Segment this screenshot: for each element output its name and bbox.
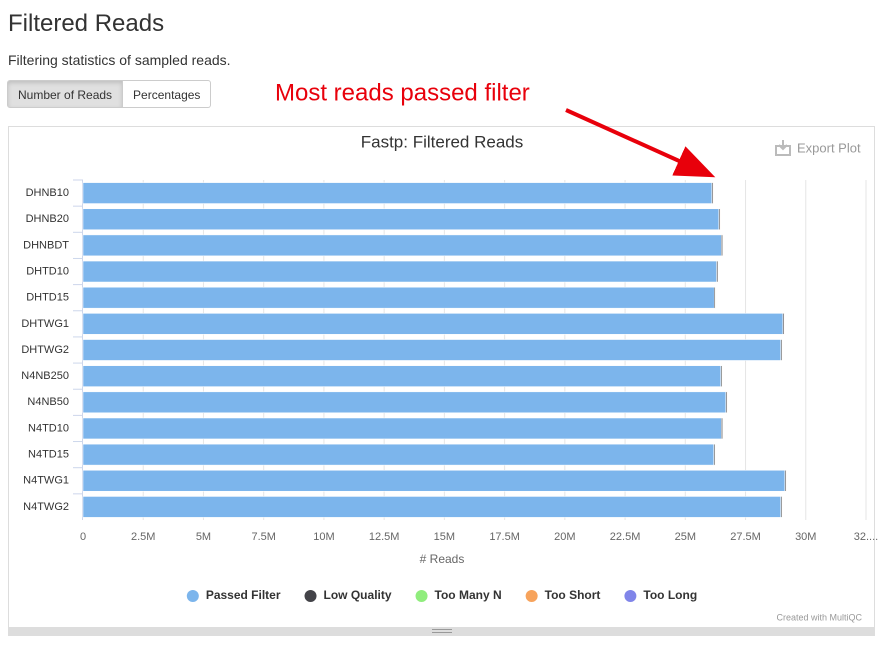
legend-label[interactable]: Too Many N [435,588,502,602]
export-button[interactable]: Export Plot [775,140,861,156]
y-tick-label: N4TD10 [28,422,69,434]
y-tick-label: N4TWG1 [23,475,69,487]
legend: Passed Filter Low Quality Too Many N Too Sh… [186,588,697,602]
y-tick-label: N4TWG2 [23,501,69,513]
button-group: Number of Reads Percentages [7,80,212,108]
x-tick-label: 25M [675,531,696,543]
bar-segment [82,234,722,257]
bar-segment [82,365,721,387]
bar-segment [82,417,722,440]
percent-button[interactable]: Percentages [123,80,212,108]
x-tick-label: 30M [795,531,816,543]
x-tick-label: 5M [196,531,211,543]
chart-title: Fastp: Filtered Reads [361,132,524,151]
bar-segment [82,260,717,283]
x-tick-label: 10M [313,531,334,543]
bar-segment [82,208,720,230]
description: Filtering statistics of sampled reads. [8,52,231,68]
y-tick-label: N4NB250 [21,370,69,382]
annotation: Most reads passed filter [275,79,530,106]
bar-segment [82,286,715,309]
legend-label[interactable]: Low Quality [324,588,392,602]
x-tick-label: 22.5M [610,531,641,543]
export-label[interactable]: Export Plot [797,140,861,155]
credit: Created with MultiQC [776,612,862,622]
page-title: Filtered Reads [8,10,165,37]
x-tick-label: 0 [80,531,86,543]
x-tick-label: 20M [554,531,575,543]
y-tick-label: DHTD15 [26,292,69,304]
y-tick-label: DHNB10 [26,187,69,199]
legend-label[interactable]: Too Long [643,588,697,602]
bar-segment [82,443,714,466]
legend-marker [186,590,199,602]
handle-grip [432,632,452,633]
y-tick-label: DHTD10 [26,265,69,277]
annotation-arrow [565,108,716,178]
bar-segment [82,339,781,361]
legend-label[interactable]: Too Short [545,588,601,602]
bar-segment [82,182,713,204]
x-axis-title: # Reads [420,552,465,566]
legend-label[interactable]: Passed Filter [206,588,281,602]
y-tick-label: DHNBDT [23,239,69,251]
legend-marker [415,590,428,602]
x-tick-label: 2.5M [131,531,155,543]
handle-grip [432,629,452,630]
y-tick-label: DHTWG2 [21,344,69,356]
x-tick-label: 27.5M [730,531,761,543]
legend-marker [525,590,538,602]
x-tick-label: 12.5M [369,531,400,543]
bar-segment [82,470,786,492]
legend-marker [624,590,637,602]
y-tick-label: DHTWG1 [21,318,69,330]
x-tick-label: 17.5M [489,531,520,543]
x-tick-label: 7.5M [251,531,275,543]
y-tick-label: DHNB20 [26,213,69,225]
number-button[interactable]: Number of Reads [7,80,124,108]
x-tick-label: 15M [434,531,455,543]
bar-segment [82,391,727,414]
y-tick-label: N4TD15 [28,449,69,461]
bar-segment [82,496,781,518]
y-tick-label: N4NB50 [27,396,69,408]
bar-segment [82,313,784,335]
resize-handle[interactable] [8,627,875,636]
legend-marker [304,590,317,602]
x-tick-label: 32.... [854,531,878,543]
